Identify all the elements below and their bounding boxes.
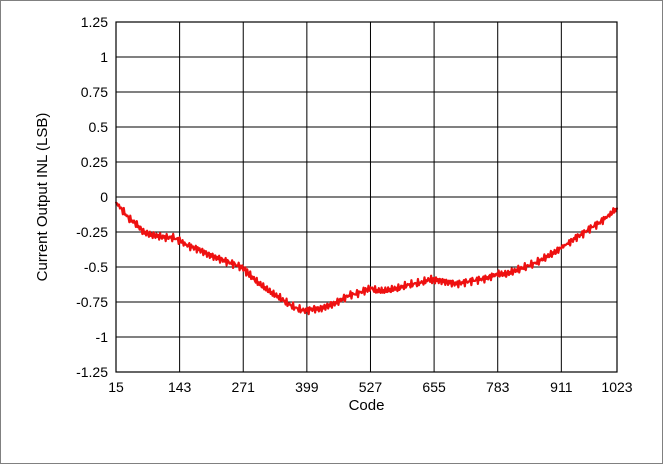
data-point xyxy=(256,281,259,284)
data-point xyxy=(199,249,202,252)
data-point xyxy=(549,253,552,256)
x-tick-label: 399 xyxy=(295,379,319,395)
data-point xyxy=(271,292,274,295)
data-point xyxy=(492,274,495,277)
data-point xyxy=(192,246,195,249)
data-point xyxy=(333,302,336,305)
data-point xyxy=(534,261,537,264)
data-point xyxy=(574,236,577,239)
y-tick-label: -0.5 xyxy=(84,259,108,275)
y-tick-labels: 1.25 1 0.75 0.5 0.25 0 -0.25 -0.5 -0.75 -1 -1.25 xyxy=(76,14,108,380)
x-tick-label: 143 xyxy=(168,379,192,395)
y-axis-title: Current Output INL (LSB) xyxy=(34,113,51,282)
data-point xyxy=(567,242,570,245)
data-point xyxy=(178,239,181,242)
y-tick-label: 0.25 xyxy=(81,154,108,170)
data-point xyxy=(221,259,224,261)
data-point xyxy=(420,281,423,284)
data-point xyxy=(229,261,232,264)
x-tick-label: 911 xyxy=(550,379,573,395)
x-tick-label: 783 xyxy=(486,379,510,395)
data-point xyxy=(318,308,321,310)
x-tick-label: 15 xyxy=(108,379,124,395)
y-tick-label: -1 xyxy=(96,329,109,345)
data-point xyxy=(249,274,252,277)
data-point xyxy=(542,257,545,260)
data-point xyxy=(589,226,592,229)
data-point xyxy=(448,281,451,284)
data-point xyxy=(363,289,366,292)
data-point xyxy=(311,308,314,310)
data-point xyxy=(134,222,137,225)
data-point xyxy=(326,305,329,308)
data-point xyxy=(119,207,122,210)
data-point xyxy=(604,217,607,219)
data-point xyxy=(477,278,480,281)
data-point xyxy=(214,256,217,259)
data-point xyxy=(560,246,563,249)
y-tick-label: 0.75 xyxy=(81,84,108,100)
data-point xyxy=(405,284,408,287)
data-point xyxy=(206,253,209,256)
y-tick-label: 0 xyxy=(100,189,108,205)
plot-area-border xyxy=(115,21,618,373)
data-point xyxy=(455,282,458,285)
grid xyxy=(115,21,618,373)
data-point xyxy=(520,267,523,270)
data-point xyxy=(390,288,393,291)
y-tick-label: 1 xyxy=(100,49,108,65)
data-point xyxy=(496,273,499,275)
data-point xyxy=(597,222,600,225)
data-point xyxy=(383,289,386,292)
data-point xyxy=(470,280,473,282)
data-point xyxy=(172,236,175,239)
data-point xyxy=(157,235,160,238)
data-point xyxy=(428,278,431,281)
data-point xyxy=(142,231,145,233)
data-point xyxy=(485,277,488,280)
data-point xyxy=(512,270,515,273)
data-point xyxy=(301,309,304,312)
y-tick-label: -0.25 xyxy=(76,224,108,240)
data-point xyxy=(557,249,560,252)
x-tick-label: 527 xyxy=(359,379,383,395)
data-point xyxy=(236,264,239,267)
data-point xyxy=(440,280,443,282)
data-point xyxy=(433,278,436,281)
x-tick-label: 1023 xyxy=(601,379,632,395)
series-line-inl xyxy=(115,201,619,316)
data-point xyxy=(398,287,401,289)
x-tick-label: 655 xyxy=(422,379,446,395)
data-point xyxy=(184,243,187,246)
data-point xyxy=(582,232,585,235)
data-point xyxy=(413,282,416,285)
data-point xyxy=(279,296,282,299)
x-tick-label: 271 xyxy=(232,379,256,395)
data-point xyxy=(264,287,267,289)
data-point xyxy=(127,217,130,219)
data-point xyxy=(164,236,167,239)
data-point xyxy=(462,281,465,284)
y-tick-label: 1.25 xyxy=(81,14,108,30)
data-point xyxy=(527,264,530,267)
data-point xyxy=(348,294,351,296)
data-point xyxy=(369,287,372,289)
data-point xyxy=(356,292,359,295)
data-point xyxy=(286,302,289,305)
y-tick-label: -1.25 xyxy=(76,364,108,380)
data-point xyxy=(293,306,296,309)
data-point xyxy=(609,212,612,215)
data-point xyxy=(505,273,508,275)
data-point xyxy=(305,309,308,312)
data-point xyxy=(149,233,152,236)
x-tick-labels: 15 143 271 399 527 655 783 911 1023 xyxy=(108,379,633,395)
data-point xyxy=(242,267,245,270)
y-tick-label: 0.5 xyxy=(89,119,109,135)
y-tick-label: -0.75 xyxy=(76,294,108,310)
series-group xyxy=(115,201,619,316)
data-point xyxy=(375,289,378,292)
x-axis-title: Code xyxy=(349,397,385,414)
data-point xyxy=(341,298,344,301)
